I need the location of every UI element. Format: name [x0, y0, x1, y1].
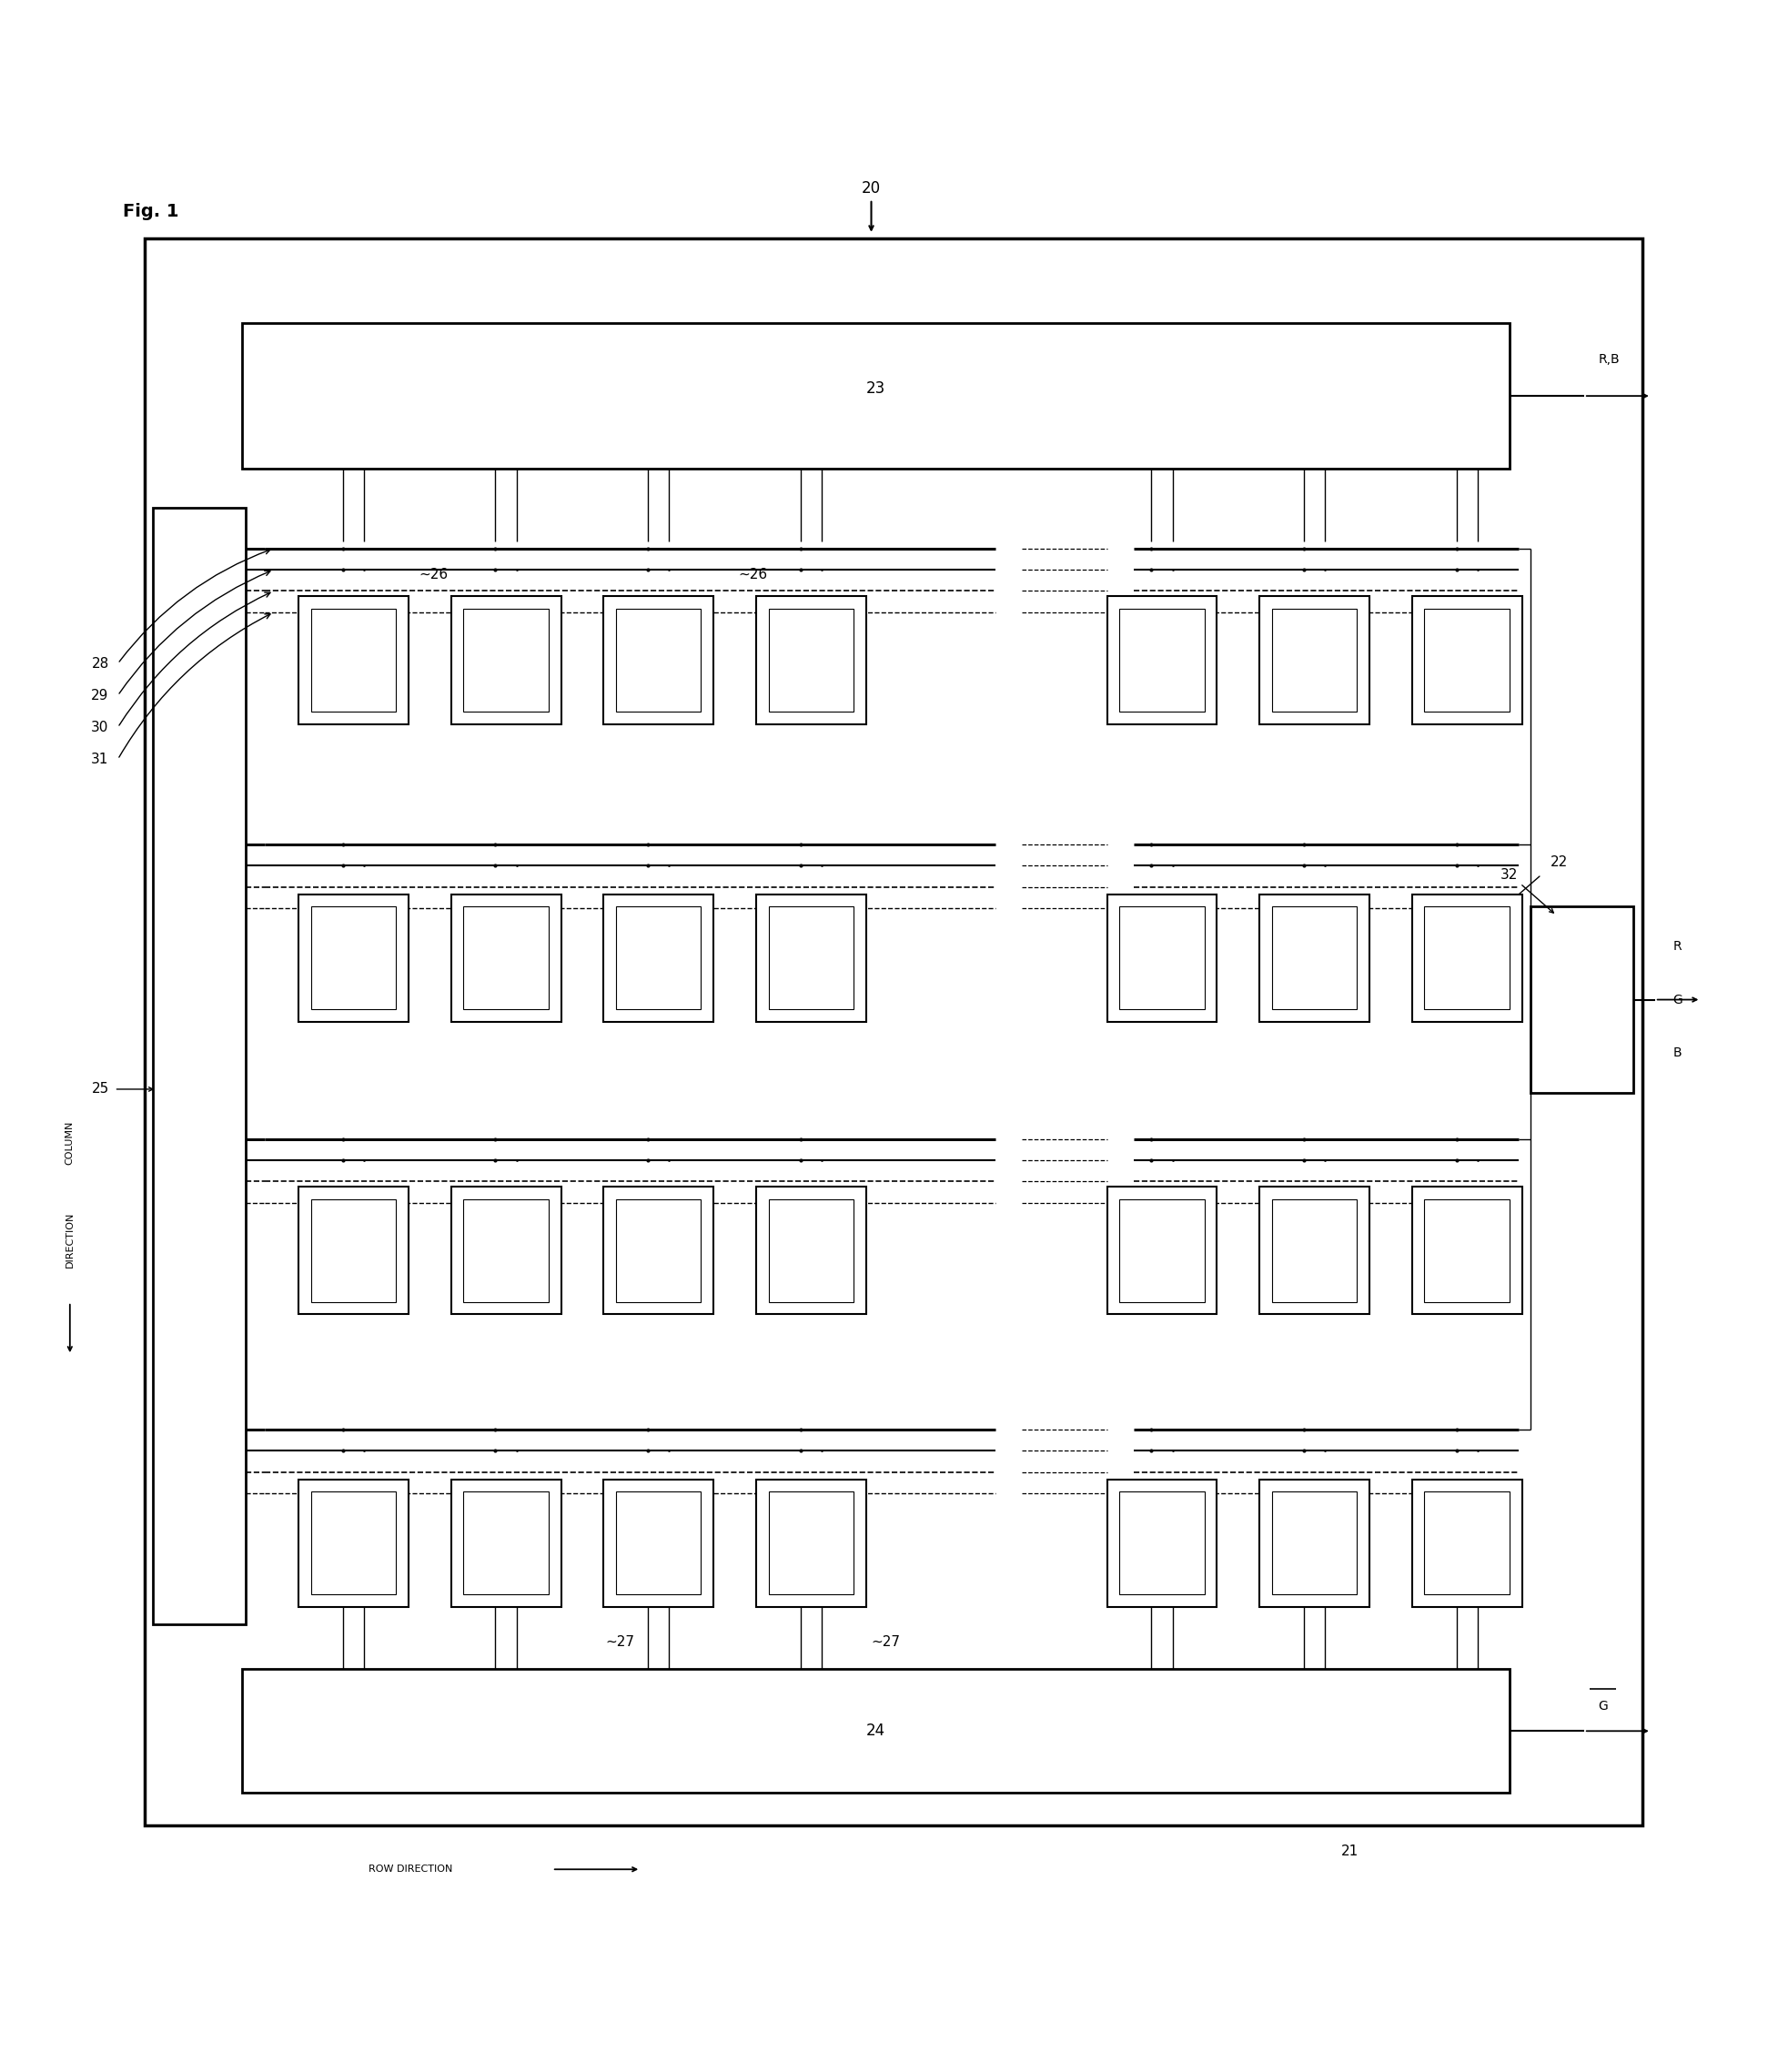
- Text: G: G: [1598, 1699, 1607, 1714]
- Text: 25: 25: [91, 1082, 108, 1096]
- Text: B: B: [1673, 1046, 1682, 1059]
- Bar: [768, 609, 853, 711]
- Bar: [1108, 895, 1216, 1021]
- Bar: [768, 1492, 853, 1595]
- Text: DIRECTION: DIRECTION: [66, 1212, 75, 1268]
- Bar: [615, 1492, 701, 1595]
- Bar: [464, 1492, 549, 1595]
- Text: 32: 32: [1501, 868, 1518, 881]
- Bar: [1271, 908, 1357, 1009]
- Bar: [1412, 895, 1522, 1021]
- Text: ~27: ~27: [871, 1635, 900, 1649]
- Bar: [1120, 609, 1204, 711]
- Bar: [1412, 1187, 1522, 1314]
- Bar: [615, 908, 701, 1009]
- Bar: [1271, 609, 1357, 711]
- Bar: [1271, 1200, 1357, 1301]
- Bar: [452, 1479, 562, 1608]
- Bar: [299, 1479, 409, 1608]
- Bar: [311, 908, 396, 1009]
- Bar: [242, 323, 1510, 468]
- Text: 21: 21: [1341, 1844, 1358, 1859]
- Bar: [311, 1200, 396, 1301]
- Bar: [1259, 597, 1369, 723]
- Bar: [1424, 1492, 1510, 1595]
- Text: G: G: [1673, 992, 1682, 1007]
- Bar: [153, 508, 245, 1624]
- Bar: [242, 1668, 1510, 1792]
- Bar: [464, 609, 549, 711]
- Text: 30: 30: [91, 721, 108, 733]
- Bar: [615, 1200, 701, 1301]
- Bar: [756, 597, 866, 723]
- Text: R,B: R,B: [1598, 352, 1620, 367]
- Bar: [299, 895, 409, 1021]
- Bar: [299, 597, 409, 723]
- Text: 29: 29: [91, 688, 108, 702]
- Bar: [1271, 1492, 1357, 1595]
- Text: ~27: ~27: [605, 1635, 635, 1649]
- Text: 24: 24: [866, 1722, 885, 1738]
- Text: R: R: [1673, 941, 1682, 953]
- Bar: [1120, 1200, 1204, 1301]
- Bar: [144, 238, 1643, 1825]
- Text: ~26: ~26: [738, 568, 768, 582]
- Text: 28: 28: [91, 657, 108, 671]
- Bar: [603, 597, 713, 723]
- Bar: [452, 597, 562, 723]
- Bar: [756, 1479, 866, 1608]
- Text: 23: 23: [866, 381, 885, 398]
- Bar: [1424, 609, 1510, 711]
- Text: ROW DIRECTION: ROW DIRECTION: [368, 1865, 452, 1873]
- Bar: [464, 908, 549, 1009]
- Bar: [603, 1479, 713, 1608]
- Bar: [1412, 597, 1522, 723]
- Bar: [1108, 1187, 1216, 1314]
- Bar: [311, 609, 396, 711]
- Bar: [603, 1187, 713, 1314]
- Text: ~26: ~26: [420, 568, 448, 582]
- Bar: [1259, 1479, 1369, 1608]
- Bar: [464, 1200, 549, 1301]
- Bar: [299, 1187, 409, 1314]
- Bar: [1412, 1479, 1522, 1608]
- Bar: [1259, 895, 1369, 1021]
- Bar: [768, 908, 853, 1009]
- Bar: [1531, 908, 1634, 1092]
- Bar: [311, 1492, 396, 1595]
- Bar: [756, 1187, 866, 1314]
- Text: Fig. 1: Fig. 1: [123, 203, 180, 220]
- Bar: [768, 1200, 853, 1301]
- Text: 31: 31: [91, 752, 108, 767]
- Bar: [452, 1187, 562, 1314]
- Bar: [603, 895, 713, 1021]
- Bar: [1259, 1187, 1369, 1314]
- Bar: [1120, 1492, 1204, 1595]
- Bar: [1108, 597, 1216, 723]
- Bar: [615, 609, 701, 711]
- Bar: [756, 895, 866, 1021]
- Bar: [1108, 1479, 1216, 1608]
- Text: 22: 22: [1550, 856, 1568, 868]
- Text: COLUMN: COLUMN: [66, 1121, 75, 1164]
- Text: 20: 20: [862, 180, 880, 197]
- Bar: [1424, 908, 1510, 1009]
- Bar: [1120, 908, 1204, 1009]
- Bar: [452, 895, 562, 1021]
- Bar: [1424, 1200, 1510, 1301]
